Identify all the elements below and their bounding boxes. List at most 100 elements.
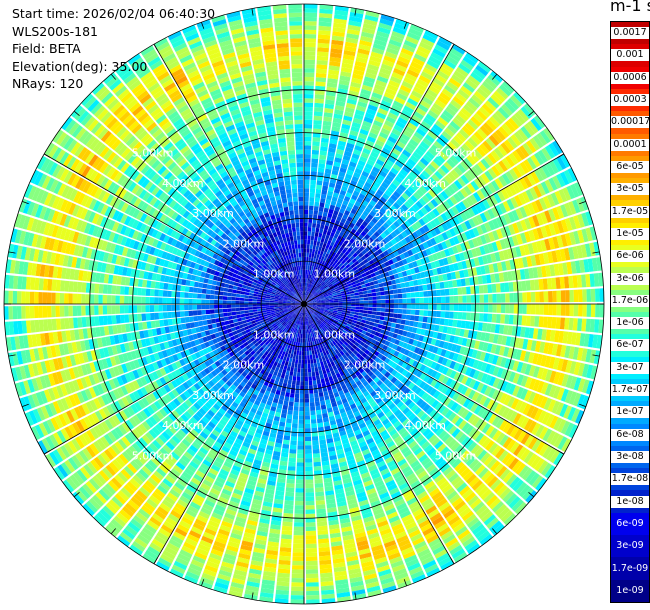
gate-cell — [414, 82, 427, 92]
gate-cell — [463, 209, 472, 220]
gate-cell — [359, 333, 366, 338]
gate-cell — [378, 464, 388, 472]
gate-cell — [311, 431, 318, 437]
gate-cell — [550, 432, 560, 446]
gate-cell — [272, 507, 283, 513]
gate-cell — [400, 446, 410, 455]
gate-cell — [283, 435, 291, 441]
gate-cell — [408, 280, 414, 287]
gate-cell — [304, 334, 306, 339]
gate-cell — [425, 248, 432, 256]
gate-cell — [390, 519, 402, 528]
gate-cell — [413, 419, 423, 428]
gate-cell — [551, 400, 561, 414]
gate-cell — [324, 395, 330, 401]
gate-cell — [306, 320, 309, 326]
gate-cell — [330, 397, 336, 404]
gate-cell — [351, 407, 359, 414]
gate-cell — [295, 359, 299, 364]
gate-cell — [369, 210, 377, 217]
gate-cell — [377, 426, 386, 434]
gate-cell — [297, 436, 304, 442]
gate-cell — [491, 355, 499, 365]
gate-cell — [367, 589, 382, 597]
gate-cell — [511, 209, 520, 221]
gate-cell — [378, 282, 384, 288]
gate-cell — [306, 291, 308, 296]
gate-cell — [335, 492, 345, 499]
gate-cell — [327, 353, 332, 359]
gate-cell — [589, 226, 597, 241]
gate-cell — [536, 227, 544, 239]
gate-cell — [346, 555, 359, 562]
gate-cell — [370, 373, 377, 380]
gate-cell — [304, 145, 312, 150]
gate-cell — [376, 307, 381, 312]
gate-cell — [375, 34, 389, 43]
gate-cell — [304, 4, 318, 9]
gate-cell — [331, 467, 340, 474]
gate-cell — [313, 317, 317, 322]
gate-cell — [598, 319, 604, 334]
gate-cell — [471, 349, 478, 359]
gate-cell — [300, 325, 302, 330]
gate-cell — [349, 467, 359, 474]
gate-cell — [328, 519, 339, 526]
gate-cell — [401, 361, 408, 369]
gate-cell — [484, 440, 495, 451]
gate-cell — [398, 340, 404, 347]
gate-cell — [451, 497, 464, 508]
gate-cell — [374, 238, 381, 245]
gate-cell — [556, 235, 564, 248]
gate-cell — [536, 183, 546, 196]
gate-cell — [487, 182, 497, 194]
gate-cell — [583, 333, 590, 347]
gate-cell — [508, 359, 516, 370]
gate-cell — [308, 252, 312, 258]
gate-cell — [491, 501, 504, 513]
gate-cell — [311, 266, 314, 271]
gate-cell — [337, 453, 345, 459]
gate-cell — [324, 168, 332, 174]
gate-cell — [560, 219, 569, 233]
gate-cell — [529, 279, 535, 291]
gate-cell — [315, 495, 325, 501]
gate-cell — [359, 294, 364, 298]
gate-cell — [318, 348, 323, 353]
gate-cell — [312, 440, 319, 446]
gate-cell — [320, 306, 326, 309]
gate-cell — [385, 87, 397, 96]
gate-cell — [456, 214, 464, 224]
gate-cell — [491, 113, 504, 125]
gate-cell — [320, 452, 329, 458]
gate-cell — [490, 93, 503, 106]
gate-cell — [410, 480, 421, 489]
gate-cell — [336, 148, 344, 155]
gate-cell — [347, 320, 352, 325]
gate-cell — [445, 469, 456, 480]
gate-cell — [268, 537, 280, 543]
gate-cell — [418, 173, 428, 182]
gate-cell — [306, 338, 308, 343]
gate-cell — [430, 324, 436, 331]
gate-cell — [571, 332, 577, 345]
gate-cell — [365, 10, 380, 18]
gate-cell — [444, 311, 450, 319]
gate-cell — [289, 453, 297, 459]
gate-cell — [372, 300, 377, 304]
gate-cell — [378, 320, 384, 325]
gate-cell — [519, 145, 530, 158]
gate-cell — [304, 252, 307, 257]
gate-cell — [342, 233, 348, 239]
gate-cell — [297, 453, 304, 459]
gate-cell — [490, 180, 500, 192]
gate-cell — [307, 300, 312, 303]
gate-cell — [453, 404, 463, 414]
gate-cell — [420, 523, 433, 533]
gate-cell — [315, 331, 318, 336]
gate-cell — [447, 541, 461, 552]
gate-cell — [362, 258, 369, 264]
gate-cell — [457, 287, 463, 295]
gate-cell — [544, 238, 551, 251]
gate-cell — [424, 167, 434, 176]
